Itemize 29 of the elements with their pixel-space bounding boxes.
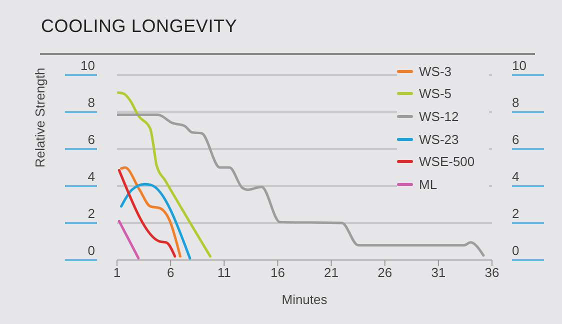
y2-tick-label: 2: [512, 206, 520, 221]
y2-tick-label: 0: [512, 243, 520, 258]
y2-tick-label: 8: [512, 95, 520, 110]
legend-label: WS-3: [419, 64, 452, 79]
y-tick-label: 6: [88, 132, 95, 147]
x-tick-label: 26: [378, 265, 392, 280]
x-tick-label: 6: [166, 265, 174, 280]
legend-label: ML: [419, 176, 438, 192]
legend-label: WS-23: [419, 132, 459, 147]
y-tick-label: 2: [88, 206, 95, 221]
x-tick-label: 16: [270, 265, 285, 280]
y2-tick-label: 6: [512, 132, 520, 147]
x-tick-label: 11: [217, 265, 231, 280]
y2-tick-label: 4: [512, 169, 520, 184]
x-tick-label: 36: [484, 265, 500, 280]
y2-tick-label: 10: [512, 58, 526, 73]
chart-title: COOLING LONGEVITY: [41, 16, 238, 37]
x-tick-label: 1: [113, 265, 121, 280]
y-axis-title: Relative Strength: [32, 68, 48, 168]
y-tick-label: 4: [88, 169, 95, 184]
legend-label: WS-5: [419, 86, 452, 102]
x-axis-title: Minutes: [282, 292, 328, 307]
y-tick-label: 0: [88, 243, 95, 258]
legend-label: WSE-500: [419, 154, 475, 170]
y-tick-label: 10: [80, 58, 95, 73]
y-tick-label: 8: [88, 95, 95, 110]
x-tick-label: 21: [324, 265, 339, 280]
legend-label: WS-12: [419, 108, 459, 124]
x-tick-label: 31: [431, 265, 446, 280]
